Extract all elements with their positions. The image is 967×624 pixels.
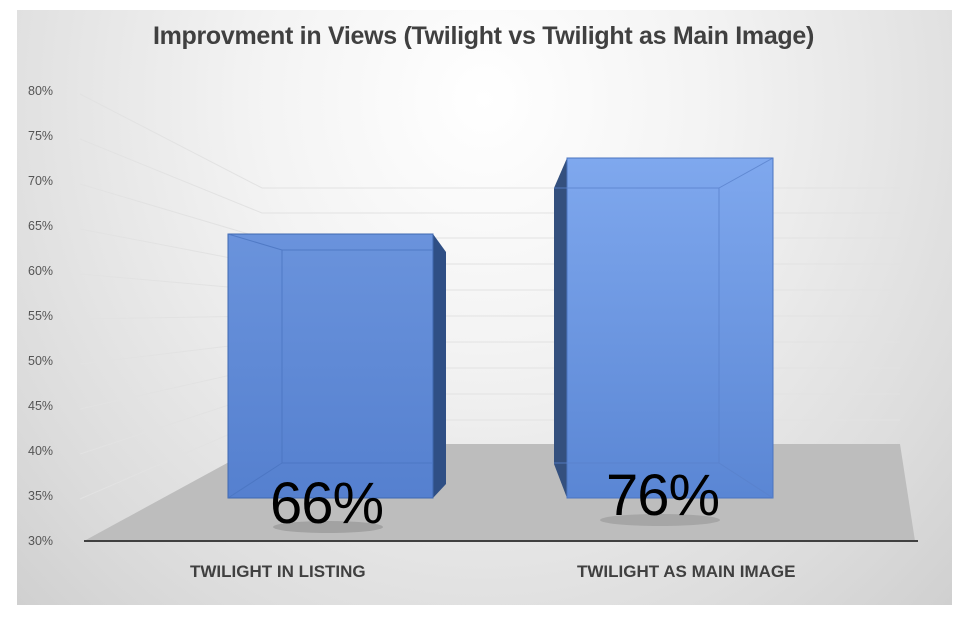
x-category-label: TWILIGHT AS MAIN IMAGE [577, 562, 796, 581]
y-tick-label: 65% [28, 219, 54, 233]
bar-value-label: 76% [606, 463, 720, 528]
x-category-label: TWILIGHT IN LISTING [190, 562, 366, 581]
y-tick-label: 45% [28, 399, 54, 413]
bar-value-label: 66% [270, 471, 384, 536]
y-tick-label: 40% [28, 444, 54, 458]
y-tick-label: 55% [28, 309, 54, 323]
gridlines [79, 93, 900, 500]
y-tick-label: 60% [28, 264, 54, 278]
y-tick-label: 35% [28, 489, 54, 503]
y-tick-label: 75% [28, 129, 54, 143]
y-tick-label: 80% [28, 84, 54, 98]
y-tick-label: 50% [28, 354, 54, 368]
floor [84, 444, 915, 541]
bar-twilight-in-listing [227, 233, 446, 499]
y-tick-label: 30% [28, 534, 54, 548]
chart-title: Improvment in Views (Twilight vs Twiligh… [152, 22, 815, 50]
bar-twilight-as-main-image [554, 157, 774, 499]
y-tick-label: 70% [28, 174, 54, 188]
